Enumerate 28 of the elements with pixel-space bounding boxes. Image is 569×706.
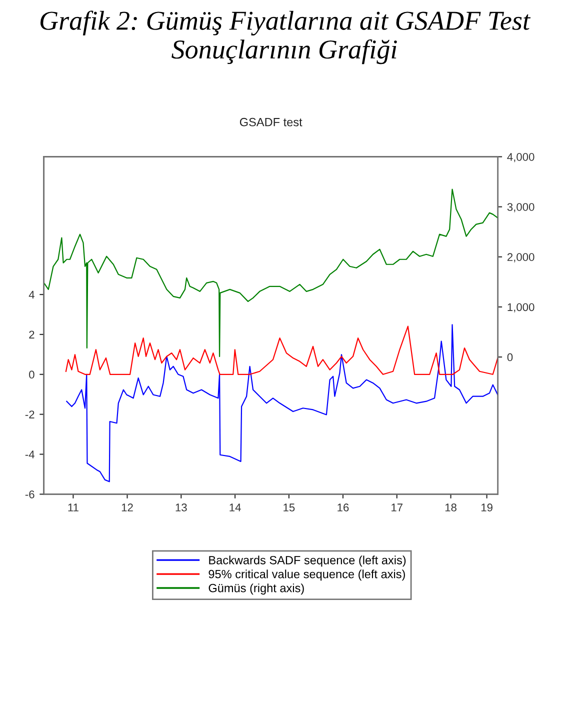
chart-subtitle: GSADF test	[240, 118, 302, 126]
line-series	[65, 326, 498, 375]
legend-label: Gümüs (right axis)	[208, 584, 304, 595]
chart-title: Grafik 2: Gümüş Fiyatlarına ait GSADF Test Sonuçlarının Grafiği	[40, 10, 531, 64]
x-tick-label: 17	[392, 504, 402, 512]
x-tick-label: 13	[176, 504, 187, 512]
line-series	[44, 188, 498, 358]
y-tick-label: 4	[28, 290, 34, 299]
x-tick-label: 14	[230, 504, 241, 512]
x-tick-label: 16	[338, 504, 349, 512]
y-tick-label: -6	[25, 490, 34, 498]
y2-tick-label: 3,000	[507, 203, 534, 212]
line-series	[66, 324, 498, 482]
y2-tick-label: 2,000	[507, 253, 534, 262]
x-tick-label: 15	[284, 504, 295, 512]
y2-tick-label: 4,000	[507, 153, 534, 162]
legend-label: 95% critical value sequence (left axis)	[208, 570, 405, 581]
x-tick-label: 11	[68, 504, 78, 512]
y-tick-label: -2	[25, 410, 34, 418]
y-tick-label: 2	[29, 330, 34, 338]
y2-tick-label: 0	[507, 353, 513, 362]
x-tick-label: 18	[445, 504, 456, 512]
x-tick-label: 12	[122, 504, 133, 512]
x-tick-label: 19	[481, 504, 492, 512]
y-tick-label: 0	[29, 370, 34, 379]
y2-tick-label: 1,000	[508, 303, 534, 312]
y-tick-label: -4	[25, 450, 34, 458]
legend-label: Backwards SADF sequence (left axis)	[209, 556, 406, 567]
